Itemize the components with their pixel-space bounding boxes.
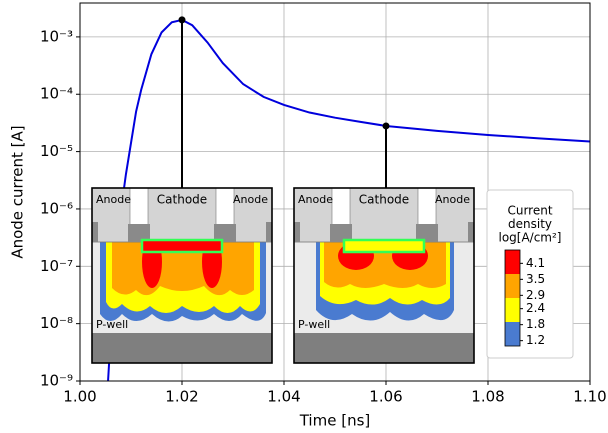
device-top <box>293 187 475 243</box>
inset-border <box>293 187 475 364</box>
colorbar-segment <box>505 322 520 346</box>
data-line <box>107 18 590 381</box>
device-top <box>91 187 273 243</box>
inset-label: Anode <box>96 193 131 206</box>
colorbar-segment <box>505 298 520 322</box>
colorbar-tick-label: 1.2 <box>526 333 545 347</box>
substrate <box>294 333 474 363</box>
y-tick-label: 10⁻³ <box>40 27 73 45</box>
colorbar-tick-label: 1.8 <box>526 317 545 331</box>
x-tick-label: 1.02 <box>165 388 198 406</box>
contact <box>416 224 438 242</box>
y-tick-label: 10⁻⁹ <box>40 372 73 390</box>
inset-label: Anode <box>233 193 268 206</box>
colorbar-segment <box>505 250 520 274</box>
junction <box>140 238 224 254</box>
contact <box>128 224 150 242</box>
colorbar-tick-label: 4.1 <box>526 256 545 270</box>
legend-title: log[A/cm²] <box>498 231 561 245</box>
substrate <box>92 333 272 363</box>
contact <box>92 222 98 242</box>
x-tick-label: 1.10 <box>573 388 606 406</box>
inset: Anode Cathode Anode P-well <box>293 187 475 364</box>
colorbar-tick-label: 3.5 <box>526 272 545 286</box>
x-tick-label: 1.08 <box>471 388 504 406</box>
junction <box>342 238 426 254</box>
y-axis-label: Anode current [A] <box>9 125 27 258</box>
inset: Anode Cathode Anode P-well <box>91 187 273 364</box>
y-tick-label: 10⁻⁶ <box>40 199 73 217</box>
inset-label: Cathode <box>359 193 409 207</box>
y-tick-label: 10⁻⁷ <box>40 257 73 275</box>
colorbar-tick-label: 2.9 <box>526 288 545 302</box>
trench <box>331 187 351 227</box>
colorbar-border <box>504 249 521 347</box>
trench <box>215 187 235 227</box>
colorbar-tick-label: 2.4 <box>526 301 545 315</box>
contact <box>330 224 352 242</box>
legend-title: Current <box>507 204 552 218</box>
trench <box>417 187 437 227</box>
x-tick-label: 1.00 <box>63 388 96 406</box>
marker <box>178 16 186 24</box>
y-tick-label: 10⁻⁴ <box>40 85 73 103</box>
contact <box>266 222 272 242</box>
x-axis-label: Time [ns] <box>299 412 371 430</box>
trench <box>129 187 149 227</box>
inset-label: Cathode <box>157 193 207 207</box>
y-tick-label: 10⁻⁵ <box>40 142 73 160</box>
legend-title: density <box>508 217 552 231</box>
inset-label: Anode <box>298 193 333 206</box>
inset-label: P-well <box>96 318 128 331</box>
contact <box>468 222 474 242</box>
plot-frame <box>79 2 591 382</box>
x-tick-label: 1.04 <box>267 388 300 406</box>
contact <box>294 222 300 242</box>
colorbar-segment <box>505 274 520 298</box>
marker <box>382 122 390 130</box>
x-tick-label: 1.06 <box>369 388 402 406</box>
y-tick-label: 10⁻⁸ <box>40 314 73 332</box>
contact <box>214 224 236 242</box>
inset-label: Anode <box>435 193 470 206</box>
inset-label: P-well <box>298 318 330 331</box>
